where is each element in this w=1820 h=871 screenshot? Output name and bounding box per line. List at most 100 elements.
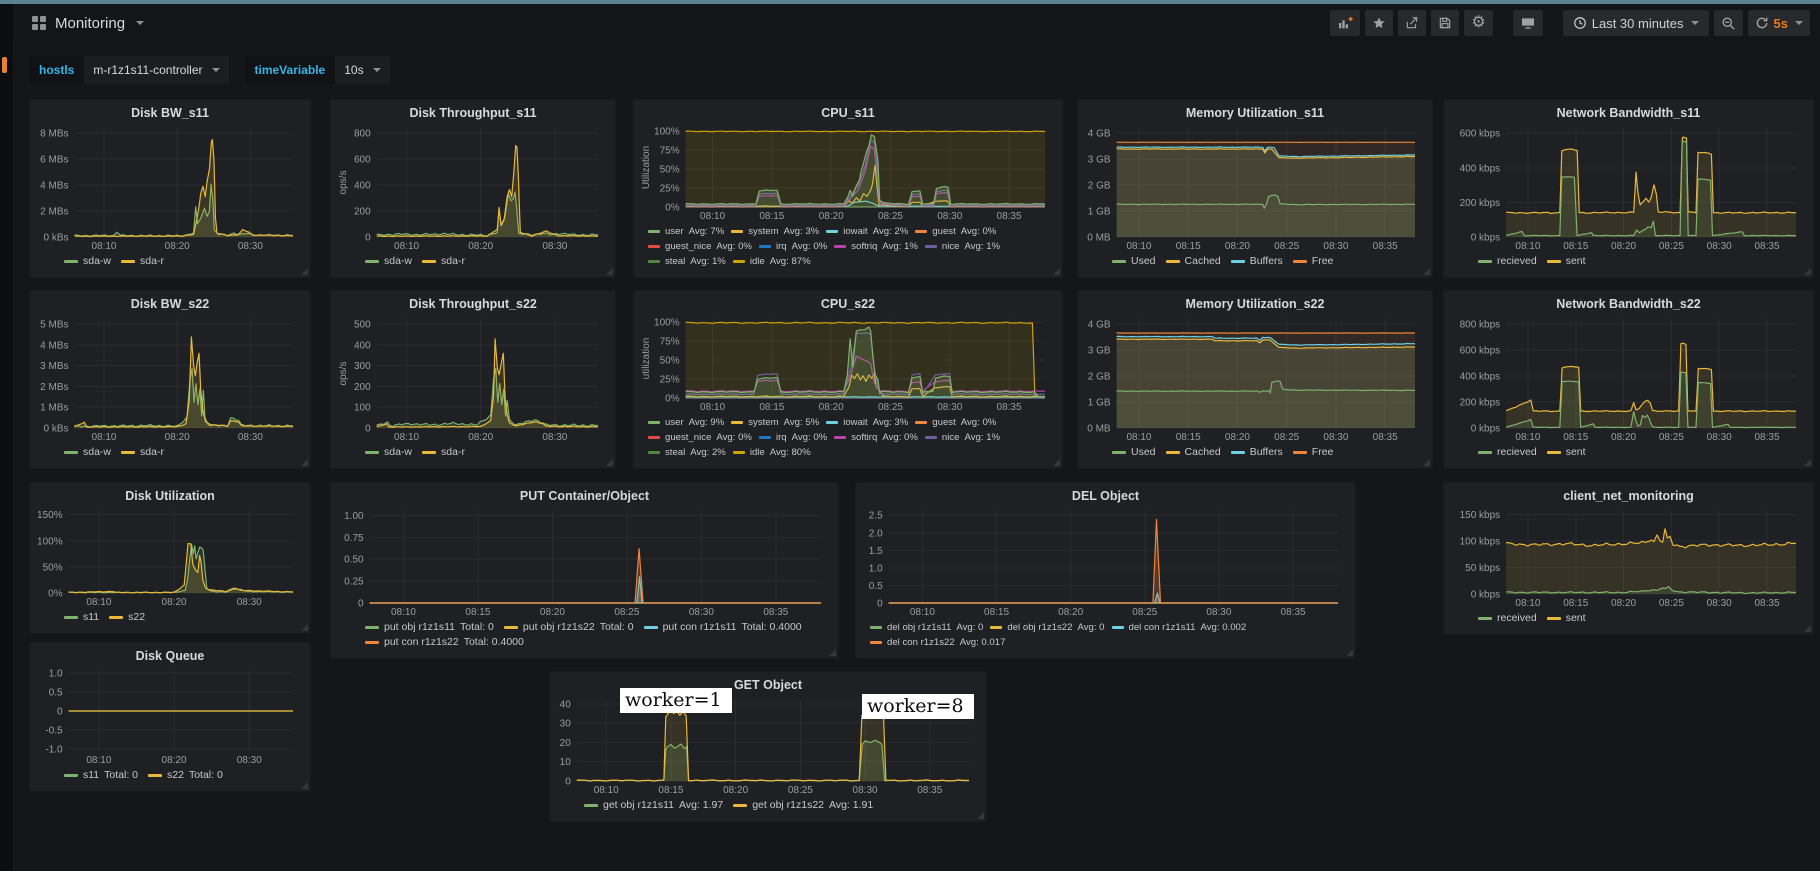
chart-disk-tp-s22[interactable]: 0 100 200 300 400 500 08:10 08:20 08:30 ops/s bbox=[336, 312, 610, 444]
legend-item[interactable]: system Avg: 3% bbox=[731, 224, 819, 239]
chart-get-obj[interactable]: 0 10 20 30 40 08:10 08:15 08:20 08:25 08:30 08:35 bbox=[555, 693, 981, 797]
dashboard-title[interactable]: Monitoring bbox=[55, 14, 126, 32]
chart-disk-bw-s11[interactable]: 0 kBs 2 MBs 4 MBs 6 MBs 8 MBs 08:10 08:20 08:30 bbox=[35, 121, 305, 253]
variable-hostls-select[interactable]: m-r1z1s11-controller bbox=[84, 56, 229, 84]
legend-item[interactable]: user Avg: 9% bbox=[648, 415, 724, 430]
legend-item[interactable]: softriq Avg: 1% bbox=[834, 239, 918, 254]
legend-item[interactable]: nice Avg: 1% bbox=[924, 430, 1000, 445]
legend-item[interactable]: Buffers bbox=[1230, 445, 1283, 460]
time-range-button[interactable]: Last 30 minutes bbox=[1562, 10, 1709, 36]
chart-net-s22[interactable]: 0 kbps 200 kbps 400 kbps 600 kbps 800 kbps 08… bbox=[1449, 312, 1808, 444]
legend-item[interactable]: Free bbox=[1292, 254, 1333, 269]
legend-item[interactable]: s11 Total: 0 bbox=[64, 768, 138, 783]
legend-item[interactable]: Free bbox=[1292, 445, 1333, 460]
add-panel-button[interactable] bbox=[1330, 10, 1361, 36]
legend-item[interactable]: del obj r1z1s22 Avg: 0 bbox=[990, 620, 1105, 635]
legend-item[interactable]: recieved bbox=[1478, 254, 1537, 269]
legend-item[interactable]: guest Avg: 0% bbox=[915, 415, 996, 430]
legend-item[interactable]: get obj r1z1s11 Avg: 1.97 bbox=[584, 798, 723, 813]
tv-mode-button[interactable] bbox=[1512, 10, 1543, 36]
legend-item[interactable]: user Avg: 7% bbox=[648, 224, 724, 239]
legend-item[interactable]: recieved bbox=[1478, 445, 1537, 460]
legend-item[interactable]: sda-r bbox=[121, 254, 164, 269]
legend-item[interactable]: put con r1z1s22 Total: 0.4000 bbox=[365, 635, 524, 650]
panel-title[interactable]: PUT Container/Object bbox=[519, 489, 650, 503]
legend-item[interactable]: sent bbox=[1546, 254, 1586, 269]
chart-put-obj[interactable]: 0 0.25 0.50 0.75 1.00 08:10 08:15 08:20 08:25 08:… bbox=[336, 504, 833, 619]
share-button[interactable] bbox=[1398, 10, 1427, 36]
legend-item[interactable]: s22 Total: 0 bbox=[148, 768, 223, 783]
chart-del-obj[interactable]: 0 0.5 1.0 1.5 2.0 2.5 08:10 08:15 08:20 08:25 08:3… bbox=[861, 504, 1350, 619]
legend-item[interactable]: sent bbox=[1546, 445, 1586, 460]
legend-item[interactable]: system Avg: 5% bbox=[731, 415, 819, 430]
legend-item[interactable]: sda-r bbox=[121, 445, 164, 460]
legend-item[interactable]: sda-w bbox=[365, 254, 412, 269]
legend-item[interactable]: sda-r bbox=[422, 445, 465, 460]
panel-title[interactable]: Disk BW_s22 bbox=[130, 297, 210, 311]
legend-item[interactable]: get obj r1z1s22 Avg: 1.91 bbox=[733, 798, 873, 813]
chart-disk-queue[interactable]: -1.0 -0.5 0 0.5 1.0 08:10 08:20 08:30 bbox=[35, 664, 305, 767]
settings-button[interactable]: ⚙ bbox=[1464, 10, 1493, 36]
legend-item[interactable]: Cached bbox=[1165, 254, 1221, 269]
legend-item[interactable]: put con r1z1s11 Total: 0.4000 bbox=[643, 620, 802, 635]
legend-item[interactable]: del con r1z1s22 Avg: 0.017 bbox=[870, 635, 1005, 650]
legend-item[interactable]: nice Avg: 1% bbox=[924, 239, 1000, 254]
save-button[interactable] bbox=[1431, 10, 1460, 36]
chart-mem-s22[interactable]: 0 MB 1 GB 2 GB 3 GB 4 GB 08:10 08:15 08:20 08:25… bbox=[1083, 312, 1427, 444]
legend-item[interactable]: guest Avg: 0% bbox=[915, 224, 996, 239]
legend-item[interactable]: received bbox=[1478, 611, 1537, 626]
legend-item[interactable]: irq Avg: 0% bbox=[758, 239, 827, 254]
panel-title[interactable]: Disk Utilization bbox=[125, 489, 215, 503]
legend-item[interactable]: steal Avg: 1% bbox=[648, 254, 726, 269]
legend-item[interactable]: sda-w bbox=[365, 445, 412, 460]
chart-disk-bw-s22[interactable]: 0 kBs 1 MBs 2 MBs 3 MBs 4 MBs 5 MBs 08:10 08:20… bbox=[35, 312, 305, 444]
app-menu-icon[interactable] bbox=[32, 16, 46, 30]
chart-net-s11[interactable]: 0 kbps 200 kbps 400 kbps 600 kbps 08:10 08:15… bbox=[1449, 121, 1808, 253]
panel-title[interactable]: Disk BW_s11 bbox=[131, 106, 209, 120]
legend-item[interactable]: softirq Avg: 0% bbox=[834, 430, 918, 445]
legend-item[interactable]: put obj r1z1s11 Total: 0 bbox=[365, 620, 494, 635]
legend-item[interactable]: iowait Avg: 2% bbox=[826, 224, 908, 239]
panel-title[interactable]: DEL Object bbox=[1071, 489, 1140, 503]
legend-item[interactable]: sent bbox=[1546, 611, 1586, 626]
panel-title[interactable]: GET Object bbox=[733, 678, 803, 692]
panel-title[interactable]: Disk Queue bbox=[135, 649, 205, 663]
legend-item[interactable]: steal Avg: 2% bbox=[648, 445, 726, 460]
legend-item[interactable]: Buffers bbox=[1230, 254, 1283, 269]
legend-item[interactable]: sda-w bbox=[64, 254, 111, 269]
panel-title[interactable]: Disk Throughput_s11 bbox=[409, 106, 537, 120]
legend-item[interactable]: sda-r bbox=[422, 254, 465, 269]
legend-item[interactable]: idle Avg: 87% bbox=[732, 254, 811, 269]
panel-title[interactable]: Network Bandwidth_s22 bbox=[1556, 297, 1701, 311]
legend-item[interactable]: Cached bbox=[1165, 445, 1221, 460]
panel-title[interactable]: CPU_s22 bbox=[820, 297, 876, 311]
chart-cpu-s11[interactable]: 0% 25% 50% 75% 100% 08:10 08:15 08:20 08:25 08:30… bbox=[639, 121, 1057, 223]
legend-item[interactable]: put obj r1z1s22 Total: 0 bbox=[503, 620, 634, 635]
legend-item[interactable]: iowait Avg: 3% bbox=[826, 415, 908, 430]
chart-client-net[interactable]: 0 kbps 50 kbps 100 kbps 150 kbps 08:10 08:15 0… bbox=[1449, 504, 1808, 610]
legend-item[interactable]: s11 bbox=[64, 610, 99, 625]
chart-disk-tp-s11[interactable]: 0 200 400 600 800 08:10 08:20 08:30 ops/s bbox=[336, 121, 610, 253]
legend-item[interactable]: del obj r1z1s11 Avg: 0 bbox=[870, 620, 983, 635]
legend-item[interactable]: s22 bbox=[109, 610, 145, 625]
legend-item[interactable]: Used bbox=[1112, 445, 1156, 460]
legend-item[interactable]: sda-w bbox=[64, 445, 111, 460]
legend-item[interactable]: guest_nice Avg: 0% bbox=[648, 239, 752, 254]
panel-title[interactable]: CPU_s11 bbox=[821, 106, 875, 120]
legend-item[interactable]: guest_nice Avg: 0% bbox=[648, 430, 752, 445]
legend-item[interactable]: del con r1z1s11 Avg: 0.002 bbox=[1111, 620, 1246, 635]
legend-item[interactable]: irq Avg: 0% bbox=[758, 430, 827, 445]
panel-title[interactable]: Network Bandwidth_s11 bbox=[1556, 106, 1701, 120]
panel-title[interactable]: Memory Utilization_s22 bbox=[1185, 297, 1325, 311]
chart-mem-s11[interactable]: 0 MB 1 GB 2 GB 3 GB 4 GB 08:10 08:15 08:20 08:25… bbox=[1083, 121, 1427, 253]
panel-title[interactable]: Memory Utilization_s11 bbox=[1185, 106, 1325, 120]
legend-item[interactable]: idle Avg: 80% bbox=[732, 445, 811, 460]
caret-down-icon[interactable] bbox=[136, 21, 145, 25]
chart-cpu-s22[interactable]: 0% 25% 50% 75% 100% 08:10 08:15 08:20 08:25 08:30… bbox=[639, 312, 1057, 414]
refresh-button[interactable]: 5s bbox=[1747, 10, 1810, 36]
star-button[interactable] bbox=[1365, 10, 1394, 36]
chart-disk-util[interactable]: 0% 50% 100% 150% 08:10 08:20 08:30 bbox=[35, 504, 305, 609]
variable-timeVariable-select[interactable]: 10s bbox=[335, 56, 390, 84]
zoom-out-button[interactable] bbox=[1713, 10, 1743, 36]
panel-title[interactable]: client_net_monitoring bbox=[1563, 489, 1694, 503]
